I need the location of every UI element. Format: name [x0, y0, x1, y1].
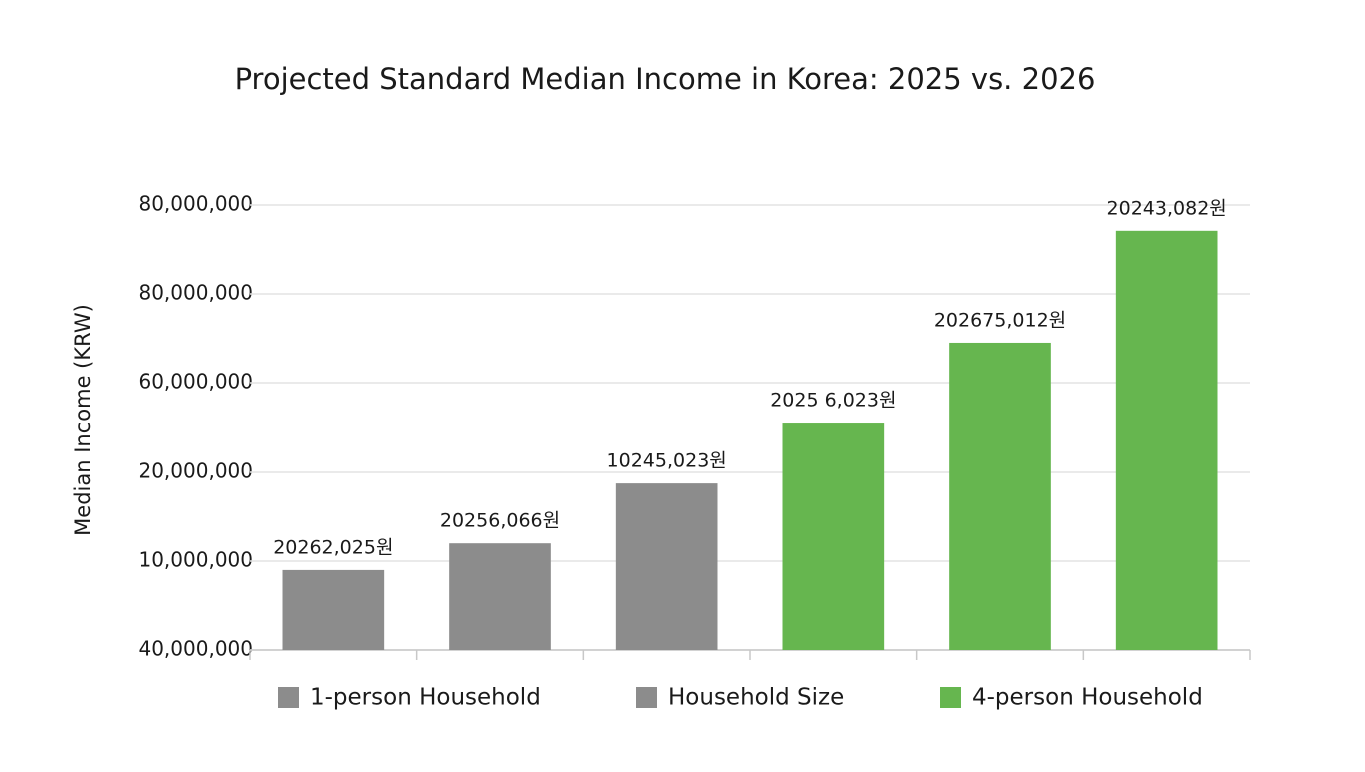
y-tick-label: 10,000,000	[138, 548, 253, 572]
legend-swatch	[636, 687, 657, 708]
legend-label: 4-person Household	[972, 685, 1203, 711]
y-tick-label: 80,000,000	[138, 192, 253, 216]
data-label: 20256,066원	[440, 510, 560, 532]
y-tick-label: 40,000,000	[138, 637, 253, 661]
data-label: 20262,025원	[273, 536, 393, 558]
data-label: 10245,023원	[607, 450, 727, 472]
legend-swatch	[940, 687, 961, 708]
y-axis-label: Median Income (KRW)	[71, 304, 95, 536]
y-tick-label: 20,000,000	[138, 459, 253, 483]
bar	[282, 569, 385, 650]
bar	[949, 342, 1051, 650]
data-label: 20243,082원	[1107, 197, 1227, 219]
y-tick-label: 60,000,000	[138, 370, 253, 394]
data-label: 2025 6,023원	[770, 390, 896, 412]
bar	[449, 543, 551, 650]
bar	[615, 483, 718, 650]
legend-label: Household Size	[668, 685, 844, 711]
chart-title: Projected Standard Median Income in Kore…	[235, 62, 1096, 96]
bar	[1115, 230, 1218, 650]
legend-label: 1-person Household	[310, 685, 541, 711]
bar	[782, 423, 885, 650]
legend-swatch	[278, 687, 299, 708]
y-tick-label: 80,000,000	[138, 281, 253, 305]
data-label: 202675,012원	[934, 309, 1066, 331]
